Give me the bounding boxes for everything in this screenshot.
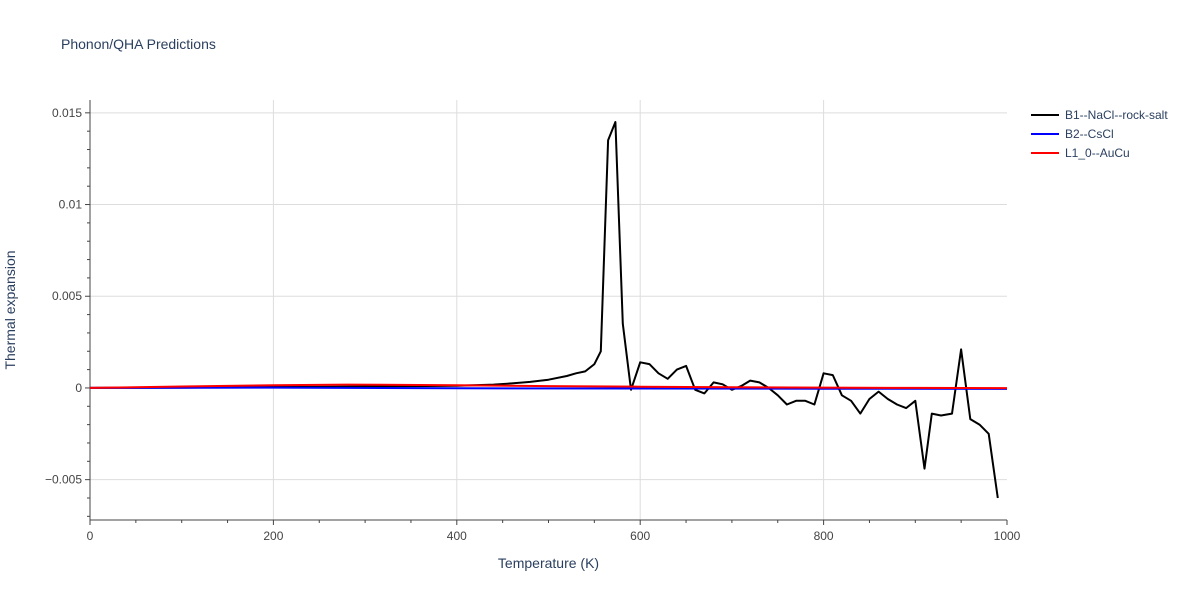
legend-label: B1--NaCl--rock-salt <box>1065 108 1168 122</box>
y-tick-label: 0 <box>75 381 82 395</box>
x-tick-label: 400 <box>447 529 467 543</box>
x-tick-label: 200 <box>263 529 283 543</box>
y-tick-label: −0.005 <box>45 473 82 487</box>
x-tick-label: 600 <box>630 529 650 543</box>
tick-labels: 0 200 400 600 800 1000 −0.005 0 0.005 0.01 0.015 <box>45 106 1021 543</box>
series-line-2 <box>89 383 1008 390</box>
legend-item[interactable]: L1_0--AuCu <box>1031 146 1130 160</box>
series-lines <box>89 121 1008 499</box>
legend-label: B2--CsCl <box>1065 127 1114 141</box>
y-tick-label: 0.015 <box>52 106 82 120</box>
x-tick-label: 0 <box>87 529 94 543</box>
chart-title: Phonon/QHA Predictions <box>61 36 216 52</box>
series-line-0 <box>89 121 999 499</box>
x-tick-label: 1000 <box>994 529 1021 543</box>
legend-label: L1_0--AuCu <box>1065 146 1130 160</box>
legend-item[interactable]: B2--CsCl <box>1031 127 1114 141</box>
axes <box>85 100 1008 525</box>
legend-item[interactable]: B1--NaCl--rock-salt <box>1031 108 1168 122</box>
legend[interactable]: B1--NaCl--rock-salt B2--CsCl L1_0--AuCu <box>1031 108 1168 160</box>
y-tick-label: 0.005 <box>52 289 82 303</box>
series-line-1 <box>89 386 1008 390</box>
y-axis-title: Thermal expansion <box>2 250 18 369</box>
y-tick-label: 0.01 <box>59 198 83 212</box>
x-axis-title: Temperature (K) <box>498 555 599 571</box>
grid-lines <box>90 100 1007 520</box>
x-tick-label: 800 <box>814 529 834 543</box>
